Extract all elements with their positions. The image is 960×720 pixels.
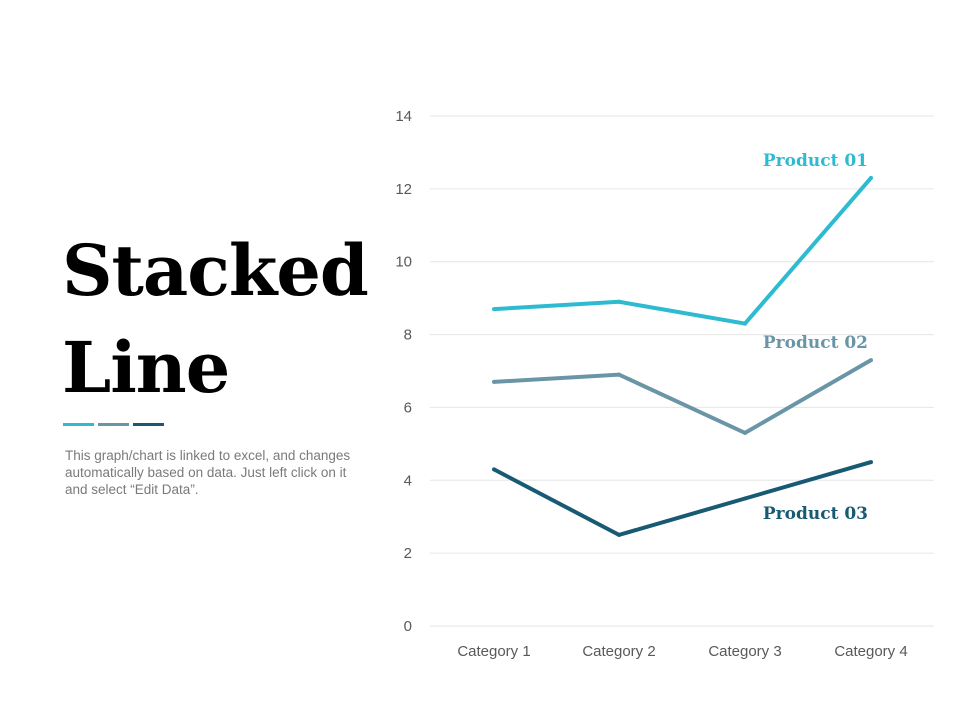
data-point-product-02-cat-4[interactable] xyxy=(869,358,873,363)
chart-gridlines xyxy=(430,115,934,627)
series-label-product-03: Product 03 xyxy=(763,504,868,524)
x-tick-label-1: Category 1 xyxy=(457,643,530,660)
data-point-product-01-cat-1[interactable] xyxy=(492,307,496,312)
data-point-product-03-cat-2[interactable] xyxy=(617,532,621,537)
data-point-product-03-cat-1[interactable] xyxy=(492,467,496,472)
y-tick-label-6: 6 xyxy=(404,399,412,416)
accent-bar-2 xyxy=(98,423,129,426)
series-line-product-02[interactable] xyxy=(493,358,873,436)
y-tick-label-0: 0 xyxy=(404,618,412,635)
y-tick-label-12: 12 xyxy=(395,181,412,198)
y-tick-label-2: 2 xyxy=(404,545,412,562)
y-tick-label-14: 14 xyxy=(395,108,412,125)
accent-bar-3 xyxy=(133,423,164,426)
data-point-product-02-cat-3[interactable] xyxy=(743,430,747,435)
chart-series-labels: Product 01 Product 02 Product 03 xyxy=(763,151,868,524)
x-tick-label-4: Category 4 xyxy=(834,643,907,660)
data-point-product-03-cat-3[interactable] xyxy=(743,496,747,501)
slide-description: This graph/chart is linked to excel, and… xyxy=(65,448,351,497)
x-tick-label-2: Category 2 xyxy=(582,643,655,660)
series-label-product-02: Product 02 xyxy=(763,333,868,353)
data-point-product-03-cat-4[interactable] xyxy=(869,460,873,465)
chart-x-axis-ticks: Category 1 Category 2 Category 3 Category 4 xyxy=(457,643,907,660)
chart-y-axis-ticks: 0 2 4 6 8 10 12 14 xyxy=(395,108,412,635)
x-tick-label-3: Category 3 xyxy=(708,643,781,660)
data-point-product-01-cat-4[interactable] xyxy=(869,175,873,180)
slide-title-line-2: Line xyxy=(62,326,230,409)
series-line-product-01[interactable] xyxy=(493,176,873,326)
y-tick-label-10: 10 xyxy=(395,254,412,271)
series-line-product-03[interactable] xyxy=(493,460,872,538)
chart-series[interactable] xyxy=(492,175,873,538)
data-point-product-01-cat-2[interactable] xyxy=(617,299,621,304)
y-tick-label-4: 4 xyxy=(404,472,412,489)
slide-title-line-1: Stacked xyxy=(62,229,369,312)
accent-bar-1 xyxy=(63,423,94,426)
data-point-product-01-cat-3[interactable] xyxy=(743,321,747,326)
data-point-product-02-cat-1[interactable] xyxy=(492,379,496,384)
series-label-product-01: Product 01 xyxy=(763,151,868,171)
y-tick-label-8: 8 xyxy=(404,327,412,344)
data-point-product-02-cat-2[interactable] xyxy=(617,372,621,377)
